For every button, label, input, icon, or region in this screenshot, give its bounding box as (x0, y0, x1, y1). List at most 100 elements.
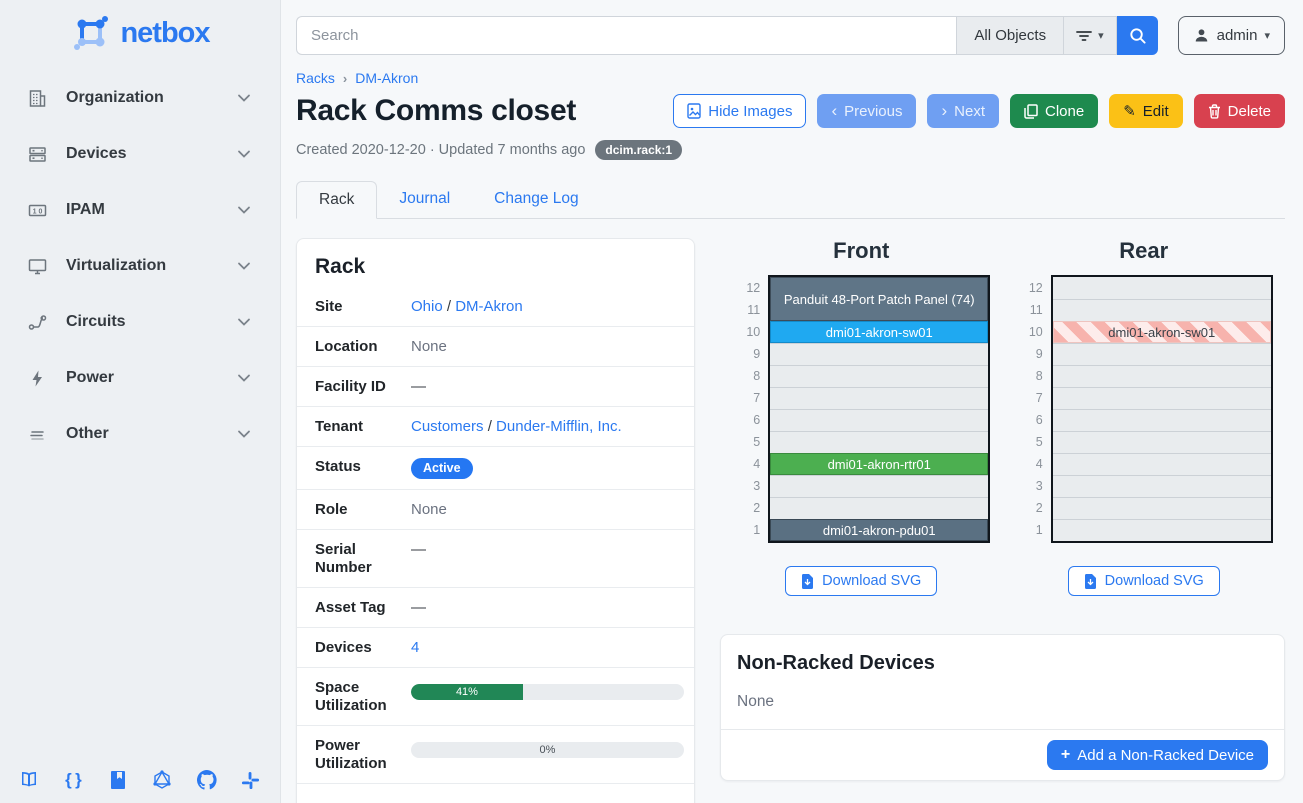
slack-icon[interactable] (240, 769, 262, 791)
topbar: All Objects ▾ admin ▾ (296, 16, 1285, 55)
netbox-logo[interactable]: netbox (0, 0, 280, 58)
download-svg-rear-button[interactable]: Download SVG (1067, 566, 1220, 596)
chevron-down-icon: ▾ (1098, 30, 1104, 42)
info-label: Devices (315, 638, 372, 656)
edit-button[interactable]: ✎ Edit (1109, 94, 1183, 128)
hide-images-button[interactable]: Hide Images (673, 94, 807, 128)
tab-journal[interactable]: Journal (399, 190, 451, 207)
link-dunder-mifflin-inc[interactable]: Dunder-Mifflin, Inc. (496, 418, 622, 435)
download-svg-front-button[interactable]: Download SVG (785, 566, 938, 596)
rack-device-panduit-48-port-patch-panel-74[interactable]: Panduit 48-Port Patch Panel (74) (770, 277, 989, 321)
unit-label: 10 (746, 325, 761, 339)
breadcrumb-racks[interactable]: Racks (296, 70, 335, 86)
empty-unit (1052, 497, 1271, 519)
all-objects-button[interactable]: All Objects (956, 16, 1064, 55)
rack-device-dmi01-akron-pdu01[interactable]: dmi01-akron-pdu01 (770, 519, 989, 541)
info-label: Status (315, 458, 361, 475)
virtualization-icon (26, 255, 48, 277)
chevron-down-icon (234, 312, 254, 332)
search-button[interactable] (1116, 16, 1158, 55)
empty-unit (1052, 453, 1271, 475)
tab-rack[interactable]: Rack (296, 181, 378, 219)
user-menu[interactable]: admin ▾ (1177, 16, 1285, 55)
sidebar-item-circuits[interactable]: Circuits (12, 302, 268, 342)
search-input[interactable] (296, 16, 957, 55)
unit-label: 10 (1028, 325, 1043, 339)
main-content: All Objects ▾ admin ▾ Racks › DM-A (281, 0, 1303, 803)
graphql-icon[interactable] (151, 769, 173, 791)
info-label: Tenant (315, 418, 364, 435)
chevron-down-icon (234, 144, 254, 164)
info-row-location: Location None (297, 326, 694, 366)
unit-label: 7 (1035, 391, 1043, 405)
status-badge: Active (411, 458, 473, 479)
next-button[interactable]: › Next (927, 94, 999, 128)
tab-change-log[interactable]: Change Log (494, 190, 579, 207)
other-icon (26, 423, 48, 445)
info-value: — (411, 540, 426, 558)
info-label: Space Utilization (315, 678, 387, 714)
user-name: admin (1216, 27, 1258, 44)
docs-icon[interactable] (18, 769, 40, 791)
info-value: Active (411, 457, 684, 479)
api-icon[interactable]: { } (65, 770, 82, 789)
non-racked-empty-text: None (737, 693, 775, 710)
rack-elevations: Front 12 11 10 9 8 7 6 5 4 3 2 1 Panduit 48-Port Pa… (720, 238, 1285, 596)
sidebar-item-virtualization[interactable]: Virtualization (12, 246, 268, 286)
empty-unit (1052, 365, 1271, 387)
chevron-down-icon (234, 200, 254, 220)
power-icon (26, 367, 48, 389)
rack-device-dmi01-akron-sw01[interactable]: dmi01-akron-sw01 (1052, 321, 1271, 343)
sidebar-item-ipam[interactable]: 1 0 IPAM (12, 190, 268, 230)
user-icon (1193, 27, 1210, 44)
file-download-icon (1084, 573, 1097, 589)
netbox-logo-text: netbox (120, 16, 210, 49)
sidebar-item-power[interactable]: Power (12, 358, 268, 398)
previous-button[interactable]: ‹ Previous (817, 94, 917, 128)
add-non-racked-device-button[interactable]: + Add a Non-Racked Device (1046, 740, 1268, 770)
rack-info-table: Site Ohio / DM-Akron Location None Facility … (297, 287, 694, 783)
link-customers[interactable]: Customers (411, 418, 484, 435)
rear-unit-labels: 12 11 10 9 8 7 6 5 4 3 2 1 (1015, 275, 1043, 543)
chevron-down-icon: ▾ (1264, 30, 1270, 42)
sidebar-item-devices[interactable]: Devices (12, 134, 268, 174)
circuits-icon (26, 311, 48, 333)
unit-label: 2 (1035, 501, 1043, 515)
rack-device-dmi01-akron-sw01[interactable]: dmi01-akron-sw01 (770, 321, 989, 343)
link-ohio[interactable]: Ohio (411, 298, 443, 315)
rack-info-card: Rack Site Ohio / DM-Akron Location None Faci… (296, 238, 695, 803)
non-racked-devices-card: Non-Racked Devices None + Add a Non-Rack… (720, 634, 1285, 781)
chevron-left-icon: ‹ (831, 100, 838, 120)
link-dm-akron[interactable]: DM-Akron (455, 298, 523, 315)
unit-label: 3 (753, 479, 761, 493)
chevron-down-icon (234, 256, 254, 276)
book-icon[interactable] (107, 769, 129, 791)
unit-label: 12 (746, 281, 761, 295)
unit-label: 9 (753, 347, 761, 361)
breadcrumb-dm-akron[interactable]: DM-Akron (355, 70, 419, 86)
chevron-down-icon (234, 88, 254, 108)
clone-button[interactable]: Clone (1010, 94, 1099, 128)
page-header: Rack Comms closet Hide Images ‹ Previous… (296, 94, 1285, 128)
progress-bar-power-utilization: 0% (411, 741, 684, 758)
info-row-tenant: Tenant Customers / Dunder-Mifflin, Inc. (297, 406, 694, 446)
sidebar-item-other[interactable]: Other (12, 414, 268, 454)
info-value: 41% (411, 678, 684, 715)
delete-button[interactable]: Delete (1193, 94, 1285, 128)
action-buttons: Hide Images ‹ Previous › Next Clone ✎ Ed… (673, 94, 1285, 128)
github-icon[interactable] (196, 769, 218, 791)
unit-label: 4 (1035, 457, 1043, 471)
info-value: 4 (411, 638, 684, 657)
unit-label: 4 (753, 457, 761, 471)
rack-device-dmi01-akron-rtr01[interactable]: dmi01-akron-rtr01 (770, 453, 989, 475)
filter-button[interactable]: ▾ (1063, 16, 1117, 55)
info-value: — (411, 378, 426, 395)
sidebar-item-organization[interactable]: Organization (12, 78, 268, 118)
sidebar: netbox Organization Devices 1 0 IPAM Vir… (0, 0, 281, 803)
trash-icon (1208, 103, 1221, 119)
link-devices[interactable]: 4 (411, 638, 420, 656)
info-value: None (411, 338, 447, 355)
unit-label: 5 (1035, 435, 1043, 449)
empty-unit (770, 409, 989, 431)
empty-unit (1052, 299, 1271, 321)
